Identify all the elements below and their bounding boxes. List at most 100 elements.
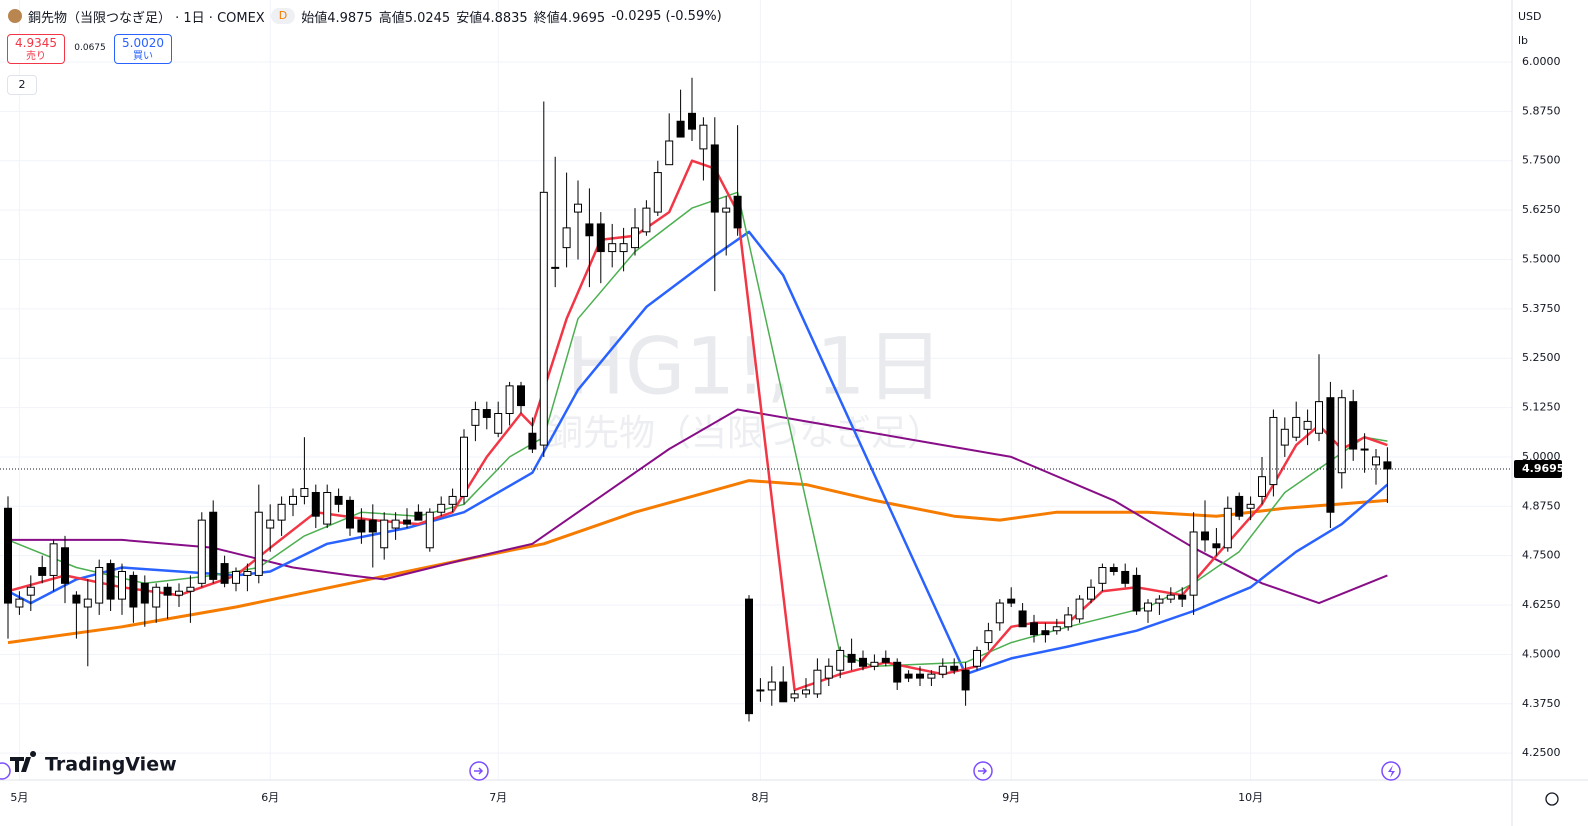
candle-body <box>505 385 514 414</box>
candle-body <box>1201 531 1209 541</box>
x-tick-label: 8月 <box>751 791 769 804</box>
watermark-name: 銅先物（当限つなぎ足） <box>547 413 943 454</box>
symbol-title: 銅先物（当限つなぎ足） · 1日 · COMEX <box>28 10 265 26</box>
candle-body <box>460 436 468 497</box>
axes: 4.2500 4.3750 4.5000 4.6250 4.7500 4.8750 5.00… <box>10 55 1564 804</box>
y-tick-label: 4.3750 <box>1522 697 1561 710</box>
buy-price: 5.0020 <box>122 36 164 50</box>
candle-body <box>824 665 833 679</box>
candle-body <box>1064 614 1073 628</box>
candle-body <box>1315 401 1323 434</box>
unit[interactable]: lb <box>1518 34 1529 47</box>
candle-body <box>471 409 480 426</box>
sell-price: 4.9345 <box>15 36 57 50</box>
candle-body <box>733 195 742 229</box>
candle-body <box>574 203 582 213</box>
currency[interactable]: USD <box>1518 10 1542 23</box>
event-arrow <box>474 767 484 775</box>
sell-button[interactable]: 4.9345 売り <box>7 34 65 64</box>
candle-body <box>254 511 263 576</box>
logo: TradingView <box>10 751 177 776</box>
candle-body <box>676 120 685 138</box>
candle-body <box>83 598 92 608</box>
buy-label: 買い <box>133 51 153 62</box>
candle-body <box>938 665 947 675</box>
candle-body <box>49 543 58 576</box>
candle-body <box>1155 598 1164 604</box>
x-tick-label: 5月 <box>10 791 28 804</box>
candle-body <box>232 570 240 584</box>
candle-body <box>266 519 275 529</box>
candle-body <box>973 649 981 667</box>
candle-body <box>175 590 183 596</box>
y-tick-label: 5.1250 <box>1522 401 1561 414</box>
candle-body <box>414 511 423 521</box>
candle-body <box>118 570 126 600</box>
candle-body <box>391 519 400 529</box>
candle-body <box>289 495 297 505</box>
logo-mark <box>10 751 37 772</box>
candle-body <box>722 207 731 213</box>
candle-body <box>779 681 788 703</box>
candle-body <box>881 657 890 663</box>
candle-body <box>790 693 799 699</box>
event-icon[interactable] <box>973 761 993 781</box>
y-tick-label: 5.6250 <box>1522 203 1561 216</box>
candle-body <box>357 519 366 533</box>
candle-body <box>1223 507 1232 549</box>
candle-body <box>1280 428 1289 446</box>
candle-body <box>437 503 446 513</box>
candle-body <box>1018 610 1027 628</box>
ohlc-close: 終値4.9695 <box>533 10 606 26</box>
event-icon[interactable] <box>0 762 11 780</box>
candle-body <box>802 689 810 695</box>
candle-body <box>1246 503 1255 509</box>
candle-body <box>61 547 69 584</box>
candle-body <box>15 598 24 608</box>
candle-body <box>1360 448 1369 451</box>
candle-body <box>688 112 696 130</box>
event-icon[interactable] <box>1381 761 1401 781</box>
candle-body <box>4 507 12 604</box>
candle-body <box>277 503 286 521</box>
x-tick-label: 9月 <box>1002 791 1020 804</box>
x-tick-label: 7月 <box>489 791 507 804</box>
candle-body <box>904 673 913 679</box>
settings-icon[interactable] <box>1545 792 1559 806</box>
candle-body <box>1303 420 1312 430</box>
candle-body <box>209 511 218 580</box>
candle-body <box>653 172 662 213</box>
delay-badge[interactable]: D <box>270 8 296 24</box>
indicator-toggle[interactable]: 2 <box>7 75 37 95</box>
change: -0.0295 (-0.59%) <box>611 8 722 24</box>
candle-body <box>836 649 845 671</box>
y-tick-label: 5.5000 <box>1522 252 1561 265</box>
candle-body <box>528 432 537 450</box>
candle-body <box>710 144 719 213</box>
candle-body <box>950 665 959 671</box>
candle-body <box>631 227 639 249</box>
y-tick-label: 5.7500 <box>1522 154 1561 167</box>
candle-body <box>448 495 457 505</box>
buy-button[interactable]: 5.0020 買い <box>114 34 172 64</box>
candle-body <box>916 673 924 679</box>
candle-body <box>859 657 867 667</box>
candle-body <box>482 409 491 418</box>
candle-body <box>1007 598 1016 604</box>
event-icon[interactable] <box>469 761 489 781</box>
candle-body <box>243 570 252 576</box>
candle-body <box>1212 543 1221 549</box>
candle-body <box>1326 397 1335 513</box>
y-tick-label: 5.0000 <box>1522 450 1561 463</box>
candle-body <box>562 227 571 249</box>
candle-body <box>596 223 605 253</box>
candle-body <box>1087 586 1095 600</box>
candle-body <box>517 385 525 407</box>
candle-body <box>756 689 765 692</box>
y-tick-label: 6.0000 <box>1522 55 1561 68</box>
ohlc-open: 始値4.9875 <box>301 10 373 26</box>
candle-body <box>1235 495 1244 517</box>
candle-body <box>334 495 343 505</box>
candle-body <box>72 594 81 604</box>
candle-body <box>745 598 753 715</box>
